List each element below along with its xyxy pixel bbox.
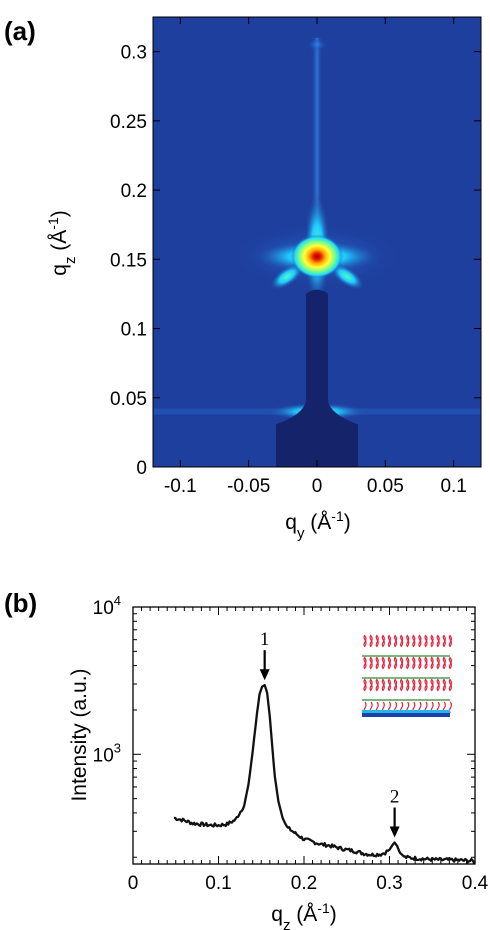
lipid-tails bbox=[363, 634, 452, 647]
peak-lower-left-lobe bbox=[269, 262, 305, 291]
line-y-tick-label: 104 bbox=[93, 593, 121, 619]
peak-annotations: 12 bbox=[259, 629, 400, 838]
line-x-tick-label: 0.1 bbox=[205, 873, 231, 894]
line-y-axis-label: Intensity (a.u.) bbox=[68, 668, 91, 801]
line-x-axis-label: qz (Å-1) bbox=[271, 900, 336, 930]
line-axes: 0 0.1 0.2 0.3 0.4 103 104 bbox=[93, 593, 489, 894]
panel-b-label: (b) bbox=[4, 588, 37, 618]
heatmap-y-tick-label: 0.1 bbox=[121, 320, 147, 341]
heatmap-y-tick-label: 0.15 bbox=[110, 250, 147, 271]
line-x-tick-label: 0.3 bbox=[376, 873, 402, 894]
intensity-curve bbox=[173, 683, 475, 864]
lipid-tails bbox=[363, 635, 452, 648]
heatmap-x-tick-label: -0.1 bbox=[164, 476, 197, 497]
peak-label: 2 bbox=[390, 786, 400, 807]
heatmap-y-tick-label: 0 bbox=[136, 458, 147, 479]
line-x-tick-label: 0.2 bbox=[291, 873, 317, 894]
peak-label: 1 bbox=[260, 629, 270, 650]
line-plot-frame bbox=[132, 606, 476, 865]
bragg-peak-2-spot bbox=[306, 38, 328, 51]
substrate-top-layer bbox=[362, 710, 450, 713]
heatmap-image bbox=[153, 37, 481, 467]
line-x-tick-label: 0 bbox=[128, 873, 139, 894]
panel-a-label: (a) bbox=[4, 16, 36, 46]
heatmap-x-tick-label: 0.1 bbox=[440, 476, 466, 497]
line-x-tick-label: 0.4 bbox=[462, 873, 489, 894]
peak-arrow-head bbox=[259, 669, 270, 681]
lipid-tails bbox=[363, 701, 452, 714]
heatmap-y-tick-label: 0.3 bbox=[121, 43, 147, 64]
heatmap-panel: -0.1 -0.05 0 0.05 0.100.050.10.150.20.250.3 … bbox=[45, 16, 482, 542]
heatmap-y-tick-label: 0.25 bbox=[110, 112, 147, 133]
lipid-tails bbox=[363, 656, 452, 669]
heatmap-x-tick-label: 0 bbox=[312, 476, 323, 497]
heatmap-y-tick-label: 0.2 bbox=[121, 181, 147, 202]
heatmap-axes: -0.1 -0.05 0 0.05 0.1 0 0.05 0.1 0.15 0.2 0.25 0.3 bbox=[110, 17, 481, 497]
heatmap-x-axis-label: qy (Å-1) bbox=[285, 508, 350, 542]
beamstop-shadow bbox=[276, 289, 358, 467]
lipid-tails bbox=[363, 678, 452, 691]
lipid-tails bbox=[363, 657, 452, 670]
peak-lower-right-lobe bbox=[329, 262, 365, 291]
lipid-tails bbox=[363, 679, 452, 692]
heatmap-x-tick-label: -0.05 bbox=[227, 476, 270, 497]
heatmap-y-axis-label: qz (Å-1) bbox=[45, 210, 79, 275]
line-y-tick-label: 103 bbox=[93, 740, 121, 766]
substrate bbox=[362, 713, 450, 717]
heatmap-x-tick-label: 0.05 bbox=[367, 476, 404, 497]
peak-arrow-head bbox=[389, 826, 400, 838]
lamellar-stack-inset bbox=[362, 634, 452, 717]
bragg-peak-1-spot bbox=[291, 234, 343, 279]
heatmap-y-tick-label: 0.05 bbox=[110, 389, 147, 410]
